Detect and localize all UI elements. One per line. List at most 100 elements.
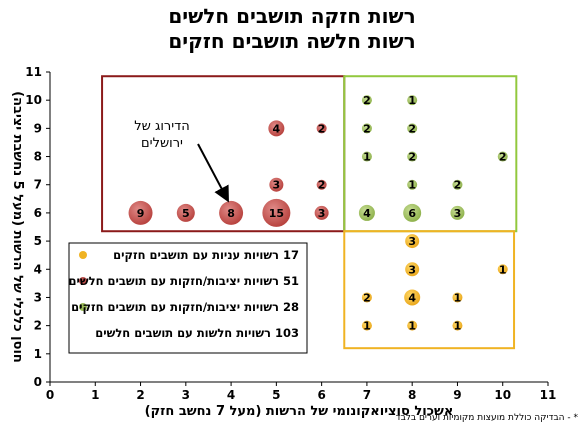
bubble-label: 2 bbox=[318, 122, 326, 135]
footnote: * - הבדיקה כוללת מועצות מקומיות וערים בל… bbox=[395, 413, 578, 423]
legend-marker-yellow bbox=[79, 251, 87, 259]
bubble-label: 2 bbox=[499, 151, 507, 164]
bubble-label: 1 bbox=[454, 291, 462, 304]
bubble-green bbox=[407, 95, 418, 106]
x-tick-label: 5 bbox=[272, 388, 280, 402]
legend-marker-red bbox=[79, 277, 87, 285]
bubble-red bbox=[176, 203, 195, 222]
y-axis-label: חוסן כלכלי של הרשות (מעל 5 נחשבת יציבה) bbox=[10, 91, 25, 363]
bubble-label: 2 bbox=[408, 151, 416, 164]
bubble-green bbox=[403, 203, 422, 222]
bubble-label: 2 bbox=[318, 179, 326, 192]
bubble-green bbox=[452, 179, 463, 190]
legend-entry: 51 רשויות יציבות/חזקות עם תושבים חלשים bbox=[69, 274, 299, 288]
quadrant-box-3 bbox=[343, 230, 516, 350]
y-tick-label: 2 bbox=[34, 319, 42, 333]
chart-title-line-2: רשות חלשה תושבים חזקים bbox=[168, 29, 416, 53]
bubble-red bbox=[316, 179, 327, 190]
bubble-green bbox=[361, 123, 372, 134]
bubble-red bbox=[268, 120, 285, 137]
bubble-green bbox=[407, 151, 418, 162]
x-tick-label: 10 bbox=[494, 388, 511, 402]
y-tick-label: 4 bbox=[34, 262, 42, 276]
bubble-label: 2 bbox=[363, 122, 371, 135]
y-tick-label: 5 bbox=[34, 234, 42, 248]
bubble-red bbox=[316, 123, 327, 134]
y-tick-label: 3 bbox=[34, 290, 42, 304]
x-tick-label: 6 bbox=[317, 388, 325, 402]
bubble-label: 9 bbox=[137, 207, 145, 220]
bubble-green bbox=[497, 151, 508, 162]
bubble-red bbox=[262, 198, 291, 227]
x-tick-label: 7 bbox=[363, 388, 371, 402]
bubble-label: 1 bbox=[454, 320, 462, 333]
bubble-green bbox=[450, 205, 465, 220]
legend-box bbox=[68, 242, 308, 354]
bubble-green bbox=[361, 151, 372, 162]
bubble-yellow bbox=[452, 320, 463, 331]
bubble-label: 1 bbox=[408, 320, 416, 333]
legend-entry: 103 רשויות חלשות עם תושבים חלשים bbox=[95, 326, 299, 340]
chart-title-line-1: רשות חזקה תושבים חלשים bbox=[168, 4, 416, 28]
bubble-green bbox=[358, 204, 375, 221]
bubble-label: 1 bbox=[499, 263, 507, 276]
y-tick-label: 0 bbox=[34, 375, 42, 389]
bubble-label: 2 bbox=[363, 291, 371, 304]
x-axis-label: אשכול סוציואקונומי של הרשות (מעל 7 נחשב … bbox=[145, 404, 454, 419]
bubble-yellow bbox=[361, 292, 372, 303]
bubble-label: 3 bbox=[318, 207, 326, 220]
bubble-label: 8 bbox=[227, 207, 235, 220]
bubble-label: 3 bbox=[408, 263, 416, 276]
legend-entry: 17 רשויות עניות עם תושבים חזקים bbox=[113, 248, 299, 262]
bubble-label: 6 bbox=[408, 207, 416, 220]
bubble-green bbox=[407, 123, 418, 134]
y-tick-label: 9 bbox=[34, 121, 42, 135]
x-tick-label: 11 bbox=[540, 388, 557, 402]
bubble-label: 3 bbox=[454, 207, 462, 220]
y-tick-label: 11 bbox=[25, 65, 42, 79]
bubble-label: 4 bbox=[363, 207, 371, 220]
bubble-yellow bbox=[405, 234, 420, 249]
bubble-label: 1 bbox=[408, 94, 416, 107]
legend-marker-green bbox=[79, 303, 87, 311]
bubble-label: 4 bbox=[408, 291, 416, 304]
bubble-green bbox=[407, 179, 418, 190]
annotation-text-line: ירושלים bbox=[141, 136, 183, 151]
x-tick-label: 2 bbox=[136, 388, 144, 402]
bubble-label: 2 bbox=[363, 94, 371, 107]
bubble-red bbox=[269, 177, 284, 192]
x-tick-label: 3 bbox=[182, 388, 190, 402]
y-tick-label: 6 bbox=[34, 206, 42, 220]
bubble-label: 2 bbox=[408, 122, 416, 135]
annotation-arrow bbox=[197, 143, 229, 203]
x-tick-label: 8 bbox=[408, 388, 416, 402]
bubble-yellow bbox=[404, 289, 421, 306]
bubble-red bbox=[219, 200, 244, 225]
bubble-label: 2 bbox=[454, 179, 462, 192]
bubble-yellow bbox=[452, 292, 463, 303]
bubble-label: 5 bbox=[182, 207, 190, 220]
bubble-red bbox=[314, 205, 329, 220]
bubble-yellow bbox=[497, 264, 508, 275]
bubble-label: 3 bbox=[408, 235, 416, 248]
bubble-yellow bbox=[361, 320, 372, 331]
bubble-green bbox=[361, 95, 372, 106]
x-tick-label: 4 bbox=[227, 388, 235, 402]
bubble-yellow bbox=[405, 262, 420, 277]
bubble-label: 1 bbox=[363, 320, 371, 333]
legend-entry: 28 רשויות יציבות/חזקות עם תושבים חזקים bbox=[71, 300, 299, 314]
x-tick-label: 1 bbox=[91, 388, 99, 402]
y-tick-label: 10 bbox=[25, 93, 42, 107]
annotation-text-line: הדירוג של bbox=[134, 119, 189, 134]
x-tick-label: 0 bbox=[46, 388, 54, 402]
x-tick-label: 9 bbox=[453, 388, 461, 402]
bubble-yellow bbox=[407, 320, 418, 331]
y-tick-label: 7 bbox=[34, 178, 42, 192]
bubble-label: 15 bbox=[269, 207, 284, 220]
bubble-label: 1 bbox=[363, 151, 371, 164]
y-tick-label: 1 bbox=[34, 347, 42, 361]
bubble-label: 3 bbox=[273, 179, 281, 192]
y-tick-label: 8 bbox=[34, 150, 42, 164]
